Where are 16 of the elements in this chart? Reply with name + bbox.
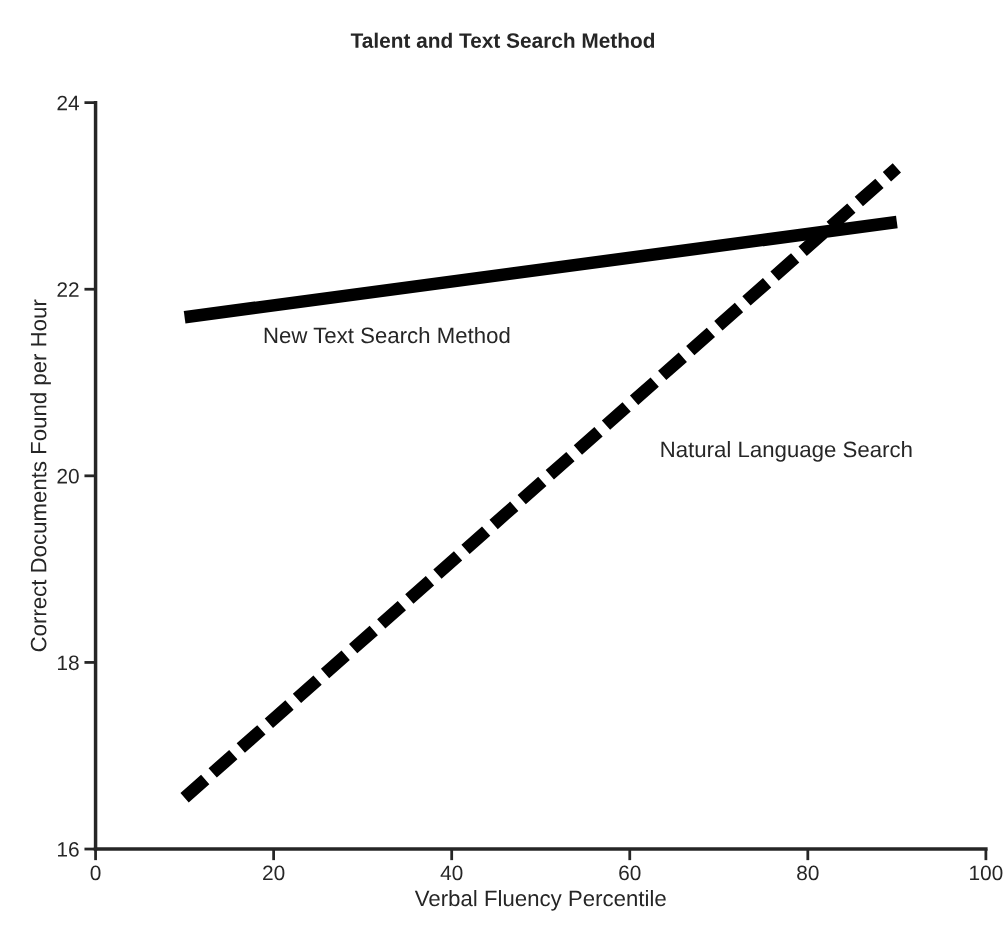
x-tick-label: 20 [263, 865, 285, 881]
y-tick-label: 18 [58, 655, 79, 671]
x-tick-label: 100 [970, 865, 1003, 881]
x-axis-title: Verbal Fluency Percentile [414, 889, 666, 911]
series-label: New Text Search Method [264, 326, 510, 344]
x-tick-label: 0 [90, 865, 101, 881]
chart-title: Talent and Text Search Method [350, 32, 655, 48]
y-tick-label: 22 [57, 282, 79, 297]
text: Natural Language Search [661, 440, 912, 462]
x-tick-label: 80 [797, 865, 819, 881]
x-tick-label: 40 [440, 865, 463, 881]
y-tick-label: 24 [57, 95, 79, 111]
x-tick-label: 60 [619, 865, 641, 881]
y-tick-label: 16 [58, 842, 79, 857]
y-tick-label: 20 [57, 468, 79, 484]
y-axis-title: Correct Documents Found per Hour [30, 299, 51, 652]
